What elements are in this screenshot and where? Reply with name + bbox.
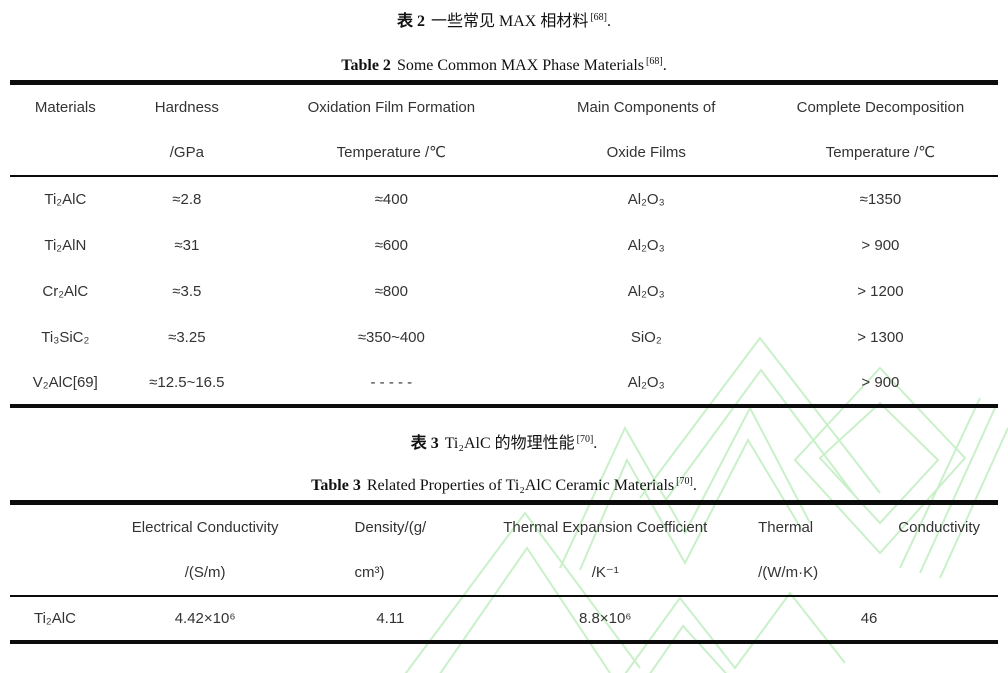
col-header-density: Density/(g/cm³) bbox=[310, 502, 471, 597]
cell-electrical-conductivity: 4.42×10⁶ bbox=[174, 610, 236, 627]
cell-oxide: SiO₂ bbox=[630, 328, 662, 346]
table2-caption-cn-period: . bbox=[607, 13, 612, 30]
table2-caption-en-label: Table 2 bbox=[341, 57, 391, 74]
table3-ti2alc-properties: Electrical Conductivity/(S/m) Density/(g… bbox=[10, 500, 998, 644]
cell-decomposition-temp: > 900 bbox=[861, 373, 900, 391]
table2-header-row: Materials Hardness/GPa Oxidation Film Fo… bbox=[10, 82, 998, 177]
table2-caption-en-text: Some Common MAX Phase Materials bbox=[396, 57, 645, 74]
table3-caption-en: Table 3 Related Properties of Ti₂AlC Cera… bbox=[0, 472, 1008, 500]
col-header-electrical-conductivity: Electrical Conductivity/(S/m) bbox=[99, 502, 311, 597]
cell-material: Ti₂AlC bbox=[44, 191, 87, 208]
cell-decomposition-temp: > 1200 bbox=[857, 282, 904, 300]
table3-caption-en-period: . bbox=[692, 477, 697, 494]
cell-hardness: ≈3.25 bbox=[168, 328, 206, 346]
table3-header-row: Electrical Conductivity/(S/m) Density/(g… bbox=[10, 502, 998, 597]
col-header-materials: Materials bbox=[10, 82, 121, 177]
cell-density: 4.11 bbox=[376, 610, 405, 627]
table-row-ti3sic2: Ti₃SiC₂ ≈3.25 ≈350~400 SiO₂ > 1300 bbox=[10, 314, 998, 360]
cell-decomposition-temp: > 900 bbox=[861, 236, 900, 254]
table3-caption-cn-text: Ti₂AlC 的物理性能 bbox=[444, 435, 575, 452]
col-header-hardness: Hardness/GPa bbox=[120, 82, 254, 177]
col-header-thermal-conductivity: Thermal Conductivity/(W/m·K) bbox=[740, 502, 998, 597]
table2-caption-cn-label: 表 2 bbox=[396, 13, 425, 30]
watermark-stroke bbox=[624, 591, 846, 673]
cell-oxide: Al₂O₃ bbox=[627, 282, 665, 300]
cell-decomposition-temp: > 1300 bbox=[857, 328, 904, 346]
table2-caption-cn-text: 一些常见 MAX 相材料 bbox=[431, 13, 589, 30]
cell-oxide: Al₂O₃ bbox=[627, 236, 665, 254]
cell-oxide: Al₂O₃ bbox=[627, 191, 665, 208]
cell-material: Ti₃SiC₂ bbox=[41, 328, 90, 346]
table2-caption-en-ref: [68] bbox=[646, 55, 663, 67]
table3-caption-en-text: Related Properties of Ti₂AlC Ceramic Mat… bbox=[366, 477, 675, 494]
table2-caption-cn-ref: [68] bbox=[590, 11, 608, 23]
watermark-stroke bbox=[639, 336, 881, 499]
cell-hardness: ≈12.5~16.5 bbox=[149, 373, 225, 391]
cell-oxidation-temp: - - - - - bbox=[370, 373, 413, 391]
document-body: 表 2 一些常见 MAX 相材料 [68]. Table 2 Some Common … bbox=[0, 8, 1008, 644]
cell-oxide: Al₂O₃ bbox=[627, 373, 665, 391]
cell-oxidation-temp: ≈600 bbox=[374, 236, 408, 254]
cell-material: V₂AlC[69] bbox=[32, 373, 98, 391]
cell-oxidation-temp: ≈350~400 bbox=[357, 328, 425, 346]
col-header-thermal-expansion: Thermal Expansion Coefficient/K⁻¹ bbox=[470, 502, 741, 597]
table3-caption-en-ref: [70] bbox=[676, 475, 693, 487]
cell-thermal-conductivity: 46 bbox=[860, 610, 878, 627]
table-row-cr2alc: Cr₂AlC ≈3.5 ≈800 Al₂O₃ > 1200 bbox=[10, 268, 998, 314]
thermal-word: Thermal bbox=[758, 519, 814, 536]
col-header-oxidation-film: Oxidation Film Formation Temperature /℃ bbox=[253, 82, 530, 177]
col-header-empty bbox=[10, 502, 100, 597]
table2-caption-cn: 表 2 一些常见 MAX 相材料 [68]. bbox=[0, 8, 1008, 36]
table-row-ti2alc: Ti₂AlC ≈2.8 ≈400 Al₂O₃ ≈1350 bbox=[10, 176, 998, 222]
table-row-ti2aln: Ti₂AlN ≈31 ≈600 Al₂O₃ > 900 bbox=[10, 222, 998, 268]
table3-caption-cn-period: . bbox=[593, 435, 598, 452]
watermark-stroke bbox=[649, 624, 728, 673]
cell-hardness: ≈3.5 bbox=[172, 282, 202, 300]
cell-hardness: ≈2.8 bbox=[172, 191, 202, 208]
table2-caption-en-period: . bbox=[662, 57, 667, 74]
cell-thermal-expansion: 8.8×10⁶ bbox=[579, 610, 632, 627]
cell-decomposition-temp: ≈1350 bbox=[859, 191, 902, 208]
table3-caption-cn: 表 3 Ti₂AlC 的物理性能 [70]. bbox=[0, 430, 1008, 458]
table3-caption-en-label: Table 3 bbox=[311, 477, 361, 494]
page: { "colors": { "rule": "#0c0c0c", "text":… bbox=[0, 8, 1008, 673]
table3-caption-cn-label: 表 3 bbox=[410, 435, 439, 452]
cell-material: Cr₂AlC bbox=[42, 282, 89, 300]
cell-material: Ti₂AlC bbox=[33, 610, 76, 627]
table2-max-phase-materials: Materials Hardness/GPa Oxidation Film Fo… bbox=[10, 80, 998, 408]
table3-caption-cn-ref: [70] bbox=[576, 433, 594, 445]
cell-oxidation-temp: ≈400 bbox=[374, 191, 408, 208]
col-header-decomposition: Complete Decomposition Temperature /℃ bbox=[762, 82, 998, 177]
table2-caption-en: Table 2 Some Common MAX Phase Materials [6… bbox=[0, 52, 1008, 80]
col-header-oxide-components: Main Components of Oxide Films bbox=[529, 82, 763, 177]
conductivity-word: Conductivity bbox=[898, 519, 980, 536]
table-row-ti2alc-properties: Ti₂AlC 4.42×10⁶ 4.11 8.8×10⁶ 46 bbox=[10, 596, 998, 642]
cell-hardness: ≈31 bbox=[174, 236, 200, 254]
cell-material: Ti₂AlN bbox=[44, 236, 87, 254]
cell-oxidation-temp: ≈800 bbox=[374, 282, 408, 300]
table-row-v2alc: V₂AlC[69] ≈12.5~16.5 - - - - - Al₂O₃ > 9… bbox=[10, 360, 998, 406]
